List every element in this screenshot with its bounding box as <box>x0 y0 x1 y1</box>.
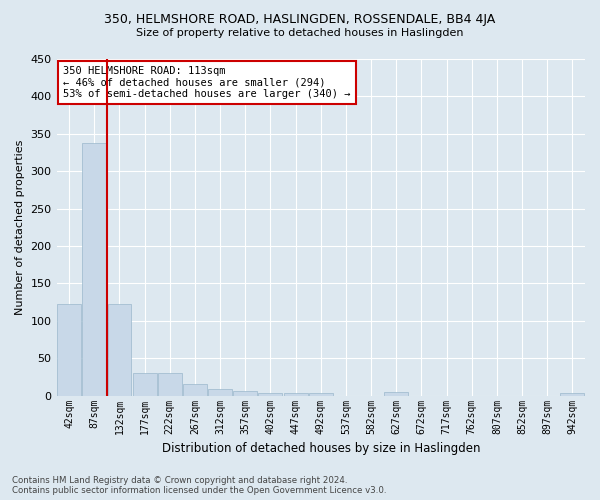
Bar <box>259 392 283 396</box>
Bar <box>158 373 182 396</box>
Y-axis label: Number of detached properties: Number of detached properties <box>15 140 25 315</box>
Bar <box>284 394 308 396</box>
Text: 350 HELMSHORE ROAD: 113sqm
← 46% of detached houses are smaller (294)
53% of sem: 350 HELMSHORE ROAD: 113sqm ← 46% of deta… <box>64 66 351 99</box>
Bar <box>208 389 232 396</box>
Bar <box>183 384 207 396</box>
Text: Contains HM Land Registry data © Crown copyright and database right 2024.
Contai: Contains HM Land Registry data © Crown c… <box>12 476 386 495</box>
Bar <box>560 392 584 396</box>
X-axis label: Distribution of detached houses by size in Haslingden: Distribution of detached houses by size … <box>161 442 480 455</box>
Bar <box>233 391 257 396</box>
Text: Size of property relative to detached houses in Haslingden: Size of property relative to detached ho… <box>136 28 464 38</box>
Bar <box>57 304 81 396</box>
Bar <box>309 394 333 396</box>
Bar <box>82 143 106 396</box>
Bar <box>107 304 131 396</box>
Bar <box>385 392 408 396</box>
Text: 350, HELMSHORE ROAD, HASLINGDEN, ROSSENDALE, BB4 4JA: 350, HELMSHORE ROAD, HASLINGDEN, ROSSEND… <box>104 12 496 26</box>
Bar <box>133 373 157 396</box>
